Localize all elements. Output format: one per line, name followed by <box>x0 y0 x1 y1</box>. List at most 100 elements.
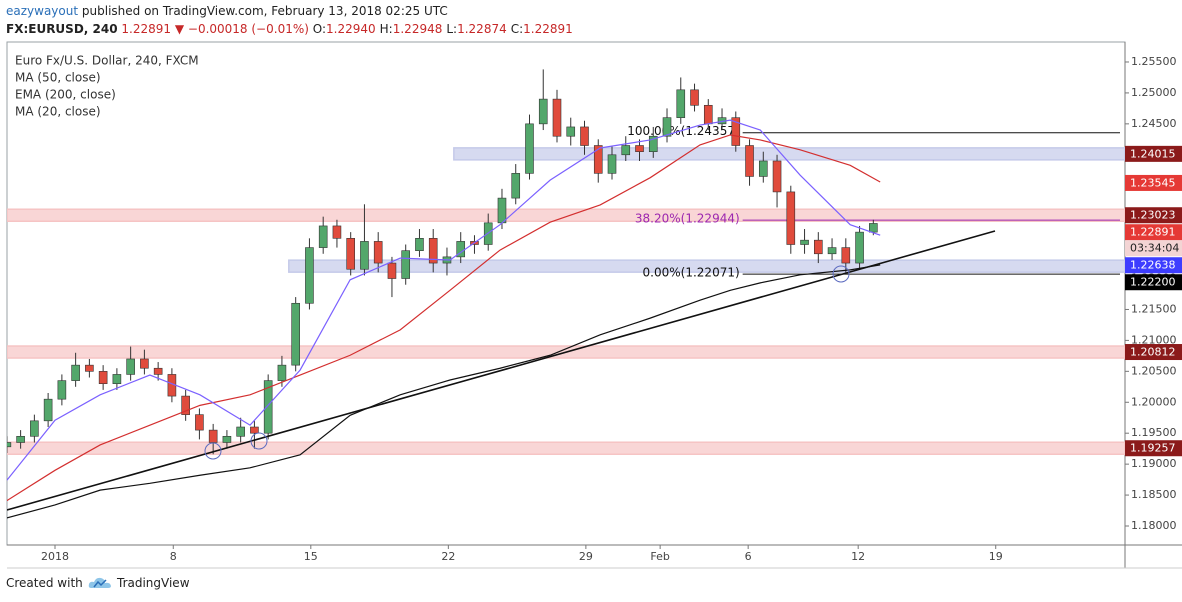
price: 1.22891 <box>121 22 172 36</box>
candle-body <box>593 145 603 174</box>
candle-body <box>140 358 149 369</box>
candle-body <box>662 117 672 137</box>
candle-body <box>373 241 383 264</box>
candle-body <box>401 250 411 279</box>
ohlc-key: L: <box>446 22 458 36</box>
drawings <box>7 230 996 511</box>
y-tick-label: 1.24500 <box>1131 117 1177 130</box>
price-label-bg <box>1125 174 1182 191</box>
countdown-bg <box>1125 240 1182 257</box>
candle-body <box>236 426 245 437</box>
y-tick-label: 1.25000 <box>1131 86 1177 99</box>
x-tick-label: 2018 <box>41 550 69 563</box>
candle-body <box>71 364 80 381</box>
y-tick-label: 1.18000 <box>1131 519 1177 532</box>
candle-body <box>814 239 823 255</box>
candle-body <box>758 160 768 177</box>
ohlc-value: 1.22948 <box>392 22 443 36</box>
candle-body <box>291 302 300 366</box>
candle-body <box>566 126 576 137</box>
y-tick-label: 1.25500 <box>1131 55 1177 68</box>
zone <box>7 441 1125 455</box>
plot-area: 100.00%(1.24357) 38.20%(1.22944) 0.00%(1.2… <box>7 69 1125 519</box>
candle-body <box>607 154 617 174</box>
price-label: 1.22638 <box>1130 259 1176 272</box>
candle-body <box>621 145 631 156</box>
y-tick-label: 1.21500 <box>1131 302 1177 315</box>
candle-body <box>387 262 397 279</box>
low-circle <box>204 442 222 460</box>
price-label: 1.24015 <box>1130 147 1176 160</box>
price-label-bg <box>1125 257 1182 274</box>
ohlc-key: O: <box>312 22 327 36</box>
footer-brand[interactable]: TradingView <box>117 576 190 590</box>
candle-body <box>16 435 25 443</box>
candle-body <box>690 89 699 106</box>
legend-entry: MA (20, close) <box>15 105 101 119</box>
candle-body <box>538 98 548 125</box>
candle-body <box>43 398 53 422</box>
price-label: 1.23545 <box>1130 176 1176 189</box>
chart: 100.00%(1.24357) 38.20%(1.22944) 0.00%(1.2… <box>6 41 1182 569</box>
published: published on TradingView.com, February 1… <box>81 4 448 18</box>
x-tick-label: 8 <box>170 550 177 563</box>
candle-body <box>635 145 644 152</box>
candle-body <box>869 223 878 233</box>
fib-label: 0.00%(1.22071) <box>643 266 740 280</box>
candle-body <box>648 135 658 152</box>
x-tick-label: 12 <box>851 550 865 563</box>
price-label: 1.20812 <box>1130 346 1176 359</box>
candle-body <box>181 395 190 415</box>
price-label-bg <box>1125 274 1182 291</box>
y-tick-label: 1.20000 <box>1131 395 1177 408</box>
chart-title: Euro Fx/U.S. Dollar, 240, FXCM <box>15 54 199 68</box>
candle-body <box>841 247 851 264</box>
y-tick-label: 1.19000 <box>1131 457 1177 470</box>
y-tick-label: 1.18500 <box>1131 488 1177 501</box>
author[interactable]: eazywayout <box>6 4 79 18</box>
symbol: FX:EURUSD, 240 <box>6 22 118 36</box>
candle-body <box>827 247 837 255</box>
price-label: 1.19257 <box>1130 442 1176 455</box>
candle-body <box>112 374 122 385</box>
x-tick-label: 29 <box>579 550 593 563</box>
indicator-line <box>7 119 881 481</box>
price-label: 1.22891 <box>1130 226 1176 239</box>
price-label-bg <box>1125 145 1182 162</box>
plot-frame <box>6 41 1126 546</box>
candle-body <box>318 225 328 248</box>
candle-body <box>525 123 534 174</box>
x-tick-label: Feb <box>650 550 669 563</box>
x-tick-label: 22 <box>441 550 455 563</box>
price-label-bg <box>1125 344 1182 361</box>
y-tick-label: 1.20500 <box>1131 364 1177 377</box>
indicator-line <box>7 264 881 519</box>
legend-entry: EMA (200, close) <box>15 88 116 102</box>
candle-body <box>346 238 355 270</box>
price-label-bg <box>1125 207 1182 224</box>
candle-body <box>855 231 864 264</box>
candle-body <box>85 364 94 372</box>
price-label: 1.22200 <box>1130 276 1176 289</box>
header-line-2: FX:EURUSD, 240 1.22891 ▼ −0.00018 (−0.01… <box>6 22 577 36</box>
candle-body <box>305 247 314 304</box>
tradingview-logo <box>88 577 111 588</box>
candle-body <box>195 414 204 431</box>
candle-body <box>57 380 67 400</box>
footer-created: Created with <box>6 576 83 590</box>
candle-body <box>800 239 809 245</box>
x-tick-label: 6 <box>745 550 752 563</box>
candle-body <box>250 426 259 434</box>
candle-body <box>153 367 163 375</box>
price-label-bg <box>1125 440 1182 457</box>
candle-body <box>277 364 287 381</box>
candle-body <box>222 435 232 443</box>
price-label: 1.23023 <box>1130 209 1176 222</box>
zone <box>7 208 1125 222</box>
legend-entry: MA (50, close) <box>15 71 101 85</box>
change: ▼ −0.00018 (−0.01%) <box>174 22 309 36</box>
ohlc-key: H: <box>379 22 393 36</box>
candle-body <box>126 358 135 375</box>
zone <box>453 147 1125 161</box>
